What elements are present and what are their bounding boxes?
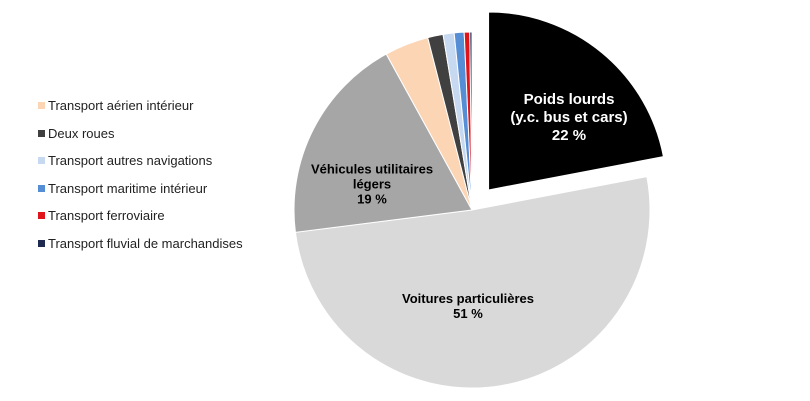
legend-label: Transport ferroviaire <box>48 208 165 223</box>
legend-label: Transport fluvial de marchandises <box>48 235 243 251</box>
pie-slice <box>488 11 665 191</box>
slice-label: Poids lourds (y.c. bus et cars) 22 % <box>510 91 627 145</box>
data-label: 19 % <box>357 191 387 207</box>
legend-entry: Transport ferroviaire <box>38 208 165 223</box>
legend-label: Deux roues <box>48 125 115 141</box>
legend-swatch <box>38 102 45 109</box>
legend-label: Transport autres navigations <box>48 153 213 168</box>
legend-swatch <box>38 239 45 247</box>
slice-name: Poids lourds (y.c. bus et cars) <box>510 91 628 126</box>
legend-label: Transport maritime intérieur <box>48 180 208 196</box>
legend-swatch <box>38 157 45 164</box>
legend-swatch <box>38 184 45 192</box>
legend-entry: Deux roues <box>38 126 114 141</box>
legend-swatch <box>38 212 45 219</box>
legend-swatch <box>38 129 45 137</box>
slice-name: Voitures particulières <box>402 291 534 306</box>
legend-label: Transport aérien intérieur <box>48 98 194 113</box>
legend-entry: Transport fluvial de marchandises <box>38 236 243 251</box>
pie-slice <box>294 176 651 389</box>
data-label: 22 % <box>551 127 587 144</box>
slice-label: Voitures particulières 51 % <box>402 291 534 321</box>
pie-slice <box>293 53 473 233</box>
data-label: 51 % <box>453 306 483 321</box>
slice-label: Véhicules utilitaires légers 19 % <box>311 162 433 207</box>
legend-entry: Transport aérien intérieur <box>38 98 193 113</box>
pie-slice <box>469 31 473 211</box>
slice-name: Véhicules utilitaires légers <box>310 161 434 192</box>
legend-entry: Transport autres navigations <box>38 153 212 168</box>
legend-entry: Transport maritime intérieur <box>38 181 207 196</box>
